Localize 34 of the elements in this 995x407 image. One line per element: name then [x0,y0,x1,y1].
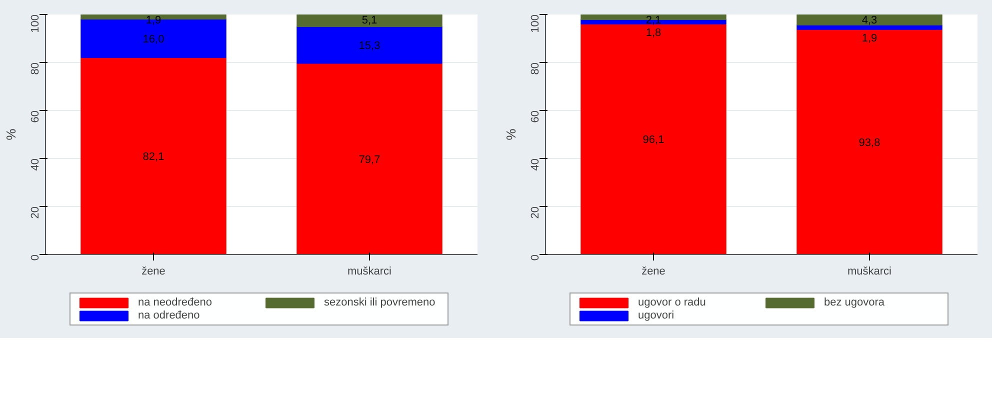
y-tick-label: 60 [30,110,42,123]
legend-label: ugovori [638,310,676,322]
y-tick-label: 40 [30,158,42,171]
y-tick-label: 40 [530,158,542,171]
data-label: 82,1 [142,150,164,163]
data-label: 79,7 [358,154,380,166]
y-tick-label: 0 [530,254,542,261]
y-tick-label: 20 [30,206,42,219]
data-label: 15,3 [358,40,380,52]
legend-label: na određeno [138,310,201,322]
data-label: 4,3 [862,14,878,26]
x-tick-label: muškarci [847,266,892,278]
legend-label: sezonski ili povremeno [324,296,436,308]
x-tick-label: muškarci [347,266,392,278]
data-label: 1,8 [646,26,662,39]
data-label: 5,1 [362,14,378,26]
legend-label: bez ugovora [824,296,886,308]
y-tick-label: 0 [30,254,42,261]
y-tick-label: 20 [530,206,542,219]
y-tick-label: 100 [30,14,42,33]
data-label: 1,9 [862,32,878,44]
data-label: 96,1 [642,134,664,146]
y-tick-label: 80 [30,62,42,75]
legend-label: na neodređeno [138,296,214,308]
x-tick-label: žene [642,266,666,278]
y-axis-title: % [504,128,518,140]
x-tick-label: žene [142,266,166,278]
y-tick-label: 100 [530,14,542,33]
y-tick-label: 60 [530,110,542,123]
data-label: 16,0 [142,33,164,46]
data-label: 93,8 [858,136,880,149]
legend-label: ugovor o radu [638,296,707,308]
y-axis-title: % [4,128,18,140]
y-tick-label: 80 [530,62,542,75]
